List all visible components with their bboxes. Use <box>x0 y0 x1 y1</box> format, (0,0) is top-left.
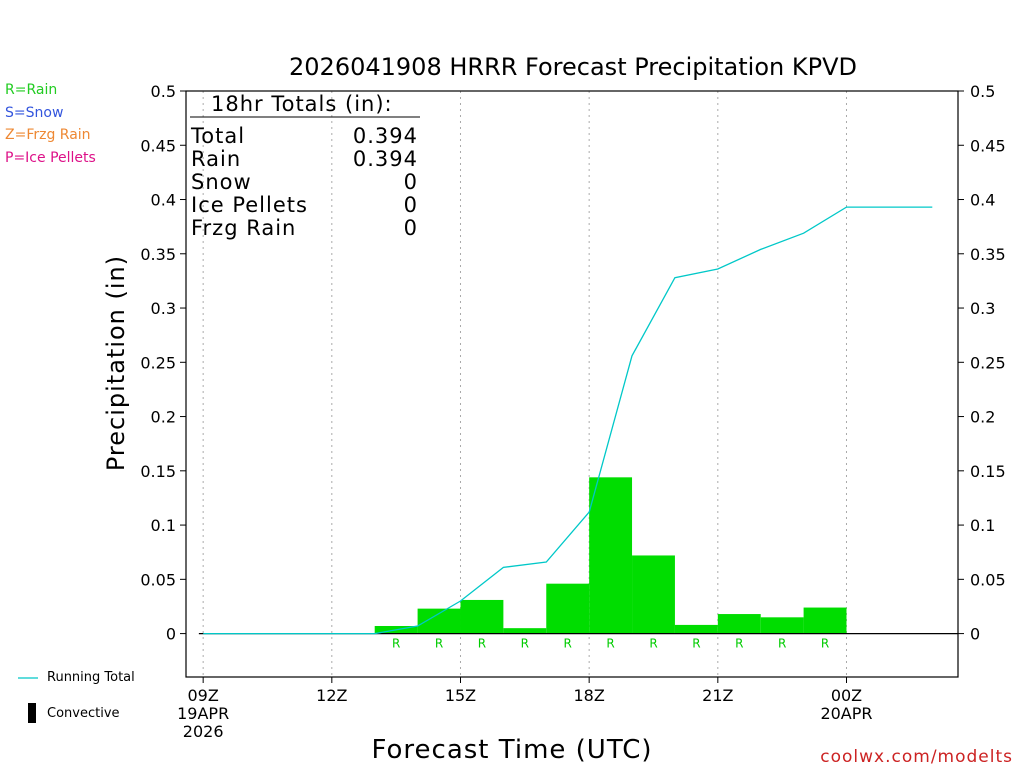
legend-frzg-rain: Z=Frzg Rain <box>5 127 91 143</box>
running-total-series <box>203 206 933 635</box>
totals-header: 18hr Totals (in): <box>211 92 393 116</box>
x-tick-label-09Z-1: 19APR <box>177 704 229 723</box>
ice-pellets-label: Ice Pellets <box>191 193 308 217</box>
y-tick-label-right-0.35: 0.35 <box>970 245 1006 264</box>
snow-value: 0 <box>404 170 418 194</box>
rain-label: Rain <box>191 147 241 171</box>
bar-17 <box>503 628 547 634</box>
y-tick-label-left-0.45: 0.45 <box>140 136 176 155</box>
bar-23 <box>760 617 804 634</box>
legend-ice-pellets: P=Ice Pellets <box>5 150 96 166</box>
ptype-marker-16: R <box>478 637 486 651</box>
chart-title: 2026041908 HRRR Forecast Precipitation K… <box>289 53 857 81</box>
bar-22 <box>717 614 761 634</box>
axes <box>185 90 959 678</box>
bar-series <box>374 477 847 634</box>
x-tick-label-00Z-0: 00Z <box>831 686 862 705</box>
ptype-marker-20: R <box>649 637 657 651</box>
x-axis-label: Forecast Time (UTC) <box>371 735 652 765</box>
x-tick-label-09Z-0: 09Z <box>187 686 218 705</box>
y-tick-label-left-0.1: 0.1 <box>151 516 176 535</box>
legend-snow: S=Snow <box>5 105 64 121</box>
x-tick-label-00Z-1: 20APR <box>820 704 872 723</box>
y-tick-label-right-0.25: 0.25 <box>970 353 1006 372</box>
y-tick-label-left-0.5: 0.5 <box>151 82 176 101</box>
x-tick-label-21Z-0: 21Z <box>702 686 733 705</box>
x-tick-label-12Z-0: 12Z <box>316 686 347 705</box>
y-tick-label-left-0.15: 0.15 <box>140 462 176 481</box>
bar-20 <box>632 555 675 634</box>
y-tick-label-left-0.2: 0.2 <box>151 408 176 427</box>
bar-18 <box>546 583 590 634</box>
y-tick-label-right-0.5: 0.5 <box>970 82 995 101</box>
x-tick-label-18Z-0: 18Z <box>573 686 604 705</box>
grid-lines <box>202 91 847 677</box>
bar-21 <box>674 624 718 634</box>
rain-value: 0.394 <box>353 147 418 171</box>
ptype-marker-19: R <box>606 637 614 651</box>
ptype-marker-14: R <box>392 637 400 651</box>
x-tick-label-09Z-2: 2026 <box>183 722 224 741</box>
total-label: Total <box>190 124 245 148</box>
frzg-rain-label: Frzg Rain <box>191 216 296 240</box>
y-tick-label-right-0.1: 0.1 <box>970 516 995 535</box>
total-value: 0.394 <box>353 124 418 148</box>
ptype-marker-24: R <box>821 637 829 651</box>
frzg-rain-value: 0 <box>404 216 418 240</box>
ice-pellets-value: 0 <box>404 193 418 217</box>
snow-label: Snow <box>191 170 252 194</box>
y-tick-label-left-0.4: 0.4 <box>151 191 176 210</box>
convective-legend-swatch <box>28 703 36 723</box>
ptype-marker-18: R <box>564 637 572 651</box>
legend-rain: R=Rain <box>5 82 58 98</box>
y-tick-label-right-0: 0 <box>970 625 980 644</box>
ptype-marker-21: R <box>692 637 700 651</box>
credit-text: coolwx.com/modelts <box>820 747 1013 767</box>
y-tick-label-right-0.15: 0.15 <box>970 462 1006 481</box>
bar-24 <box>803 607 847 634</box>
y-tick-label-left-0.25: 0.25 <box>140 353 176 372</box>
bar-16 <box>460 599 504 634</box>
y-tick-label-left-0: 0 <box>166 625 176 644</box>
y-tick-label-left-0.3: 0.3 <box>151 299 176 318</box>
legend-running-total: Running Total <box>47 670 135 685</box>
legend-convective: Convective <box>47 706 120 721</box>
y-tick-label-left-0.05: 0.05 <box>140 570 176 589</box>
plot-frame <box>185 90 959 678</box>
ptype-marker-22: R <box>735 637 743 651</box>
y-tick-label-right-0.45: 0.45 <box>970 136 1006 155</box>
y-tick-label-right-0.4: 0.4 <box>970 191 995 210</box>
running-total-line <box>203 206 933 635</box>
y-tick-label-right-0.3: 0.3 <box>970 299 995 318</box>
y-tick-label-left-0.35: 0.35 <box>140 245 176 264</box>
totals-box: 18hr Totals (in): Total 0.394 Rain 0.394… <box>190 92 420 240</box>
y-axis-label: Precipitation (in) <box>102 255 130 471</box>
bar-19 <box>589 477 633 634</box>
ptype-marker-15: R <box>435 637 443 651</box>
y-tick-label-right-0.05: 0.05 <box>970 570 1006 589</box>
bar-15 <box>417 608 461 634</box>
y-ticks: 0 00.05 0.050.1 0.10.15 0.150.2 0.20.25 0.250.… <box>140 82 1005 644</box>
ptype-marker-23: R <box>778 637 786 651</box>
x-tick-label-15Z-0: 15Z <box>445 686 476 705</box>
ptype-marker-17: R <box>521 637 529 651</box>
y-tick-label-right-0.2: 0.2 <box>970 408 995 427</box>
